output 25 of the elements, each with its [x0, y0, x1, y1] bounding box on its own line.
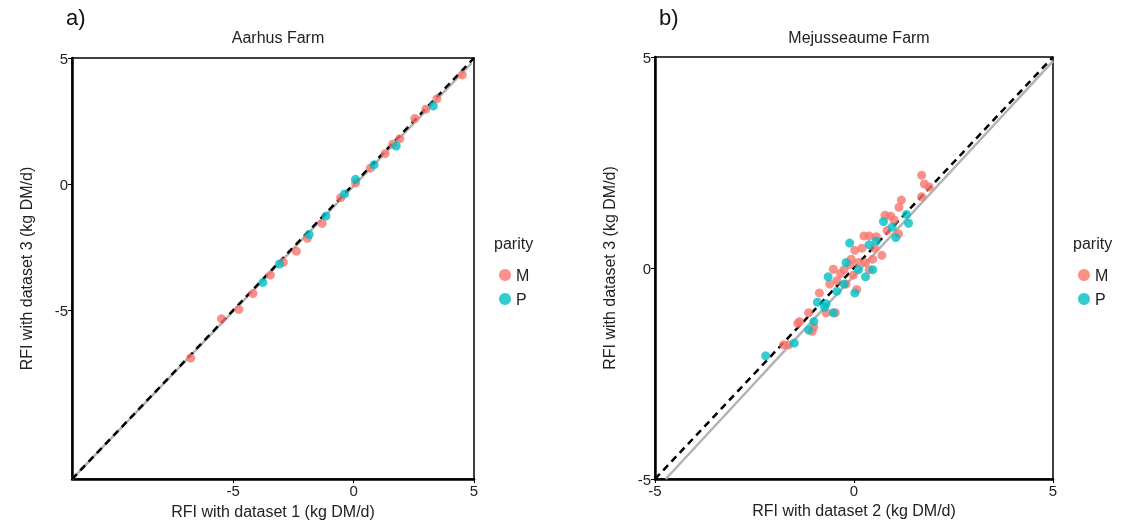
x-tick-label: 0: [849, 482, 859, 499]
legend-title: parity: [494, 234, 534, 252]
text: b): [659, 4, 679, 30]
y-tick-label: -5: [637, 470, 651, 488]
x-tick-label: 5: [1048, 482, 1058, 499]
y-tick-label: 0: [59, 175, 68, 193]
y-tick-label: 5: [59, 49, 68, 67]
x-tick-label: -5: [226, 482, 240, 500]
y-tick-label: 5: [642, 48, 651, 66]
y-tick-label: -5: [54, 301, 68, 319]
x-axis-title: RFI with dataset 1 (kg DM/d): [171, 502, 375, 520]
legend-title: parity: [1073, 234, 1113, 252]
legend-label: M: [1095, 266, 1109, 284]
x-tick-label: 0: [349, 482, 358, 500]
chart-title: Aarhus Farm: [231, 28, 325, 46]
legend-label: M: [516, 266, 530, 284]
legend-label: P: [516, 290, 527, 308]
y-axis-title: RFI with dataset 3 (kg DM/d): [17, 166, 35, 371]
text: a): [66, 4, 86, 30]
y-axis-title: RFI with dataset 3 (kg DM/d): [600, 166, 618, 370]
legend-label: P: [1095, 290, 1106, 308]
y-tick-label: 0: [642, 259, 651, 277]
chart-title: Mejusseaume Farm: [788, 28, 930, 46]
x-axis-title: RFI with dataset 2 (kg DM/d): [752, 502, 956, 520]
x-tick-label: 5: [469, 482, 479, 500]
